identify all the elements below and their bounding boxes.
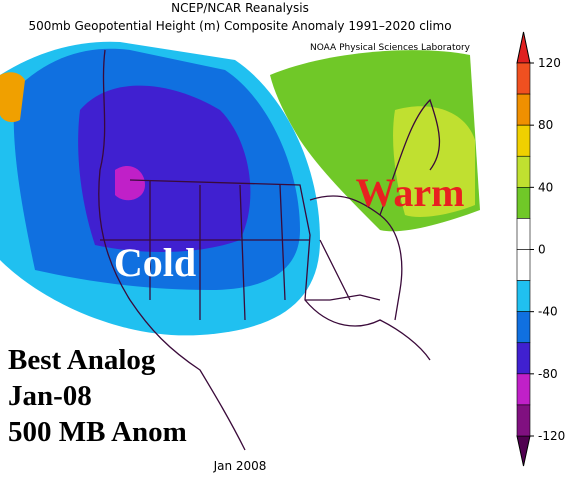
- title: NCEP/NCAR Reanalysis: [171, 1, 309, 15]
- colorbar-tick-label: -40: [538, 305, 558, 319]
- colorbar-bin: [516, 311, 531, 344]
- colorbar-bin: [516, 62, 531, 95]
- anomaly-area: [115, 165, 145, 201]
- colorbar-tick-label: 80: [538, 118, 553, 132]
- colorbar-bin: [516, 124, 531, 157]
- source: NOAA Physical Sciences Laboratory: [310, 43, 471, 53]
- colorbar-bin: [516, 155, 531, 188]
- annotation: 500 MB Anom: [8, 416, 187, 448]
- anomaly-area: [78, 85, 251, 252]
- colorbar-tick-label: 0: [538, 243, 546, 257]
- colorbar-tick-label: -80: [538, 367, 558, 381]
- colorbar-bin: [516, 404, 531, 437]
- colorbar: 120 80 40 0 -40 -80 -120: [516, 31, 565, 467]
- colorbar-tick-label: 40: [538, 180, 553, 194]
- map: [0, 41, 480, 451]
- colorbar-over: [516, 31, 531, 64]
- anomaly-area: [0, 72, 25, 123]
- map-label: Warm: [356, 170, 465, 215]
- colorbar-bin: [516, 373, 531, 406]
- footer: Jan 2008: [213, 459, 267, 473]
- colorbar-bin: [516, 187, 531, 219]
- anomaly-area: [393, 106, 475, 217]
- colorbar-bin: [516, 218, 531, 250]
- annotation: Best Analog: [8, 344, 156, 376]
- colorbar-bin: [516, 342, 531, 375]
- coastlines: [98, 49, 441, 451]
- colorbar-under: [516, 435, 531, 467]
- colorbar-bin: [516, 93, 531, 126]
- map-label: Cold: [114, 240, 196, 285]
- subtitle: 500mb Geopotential Height (m) Composite …: [28, 19, 451, 33]
- colorbar-bin: [516, 280, 531, 312]
- annotation: Jan-08: [8, 380, 92, 412]
- colorbar-tick-label: 120: [538, 56, 561, 70]
- colorbar-tick-label: -120: [538, 429, 565, 443]
- colorbar-bin: [516, 249, 531, 281]
